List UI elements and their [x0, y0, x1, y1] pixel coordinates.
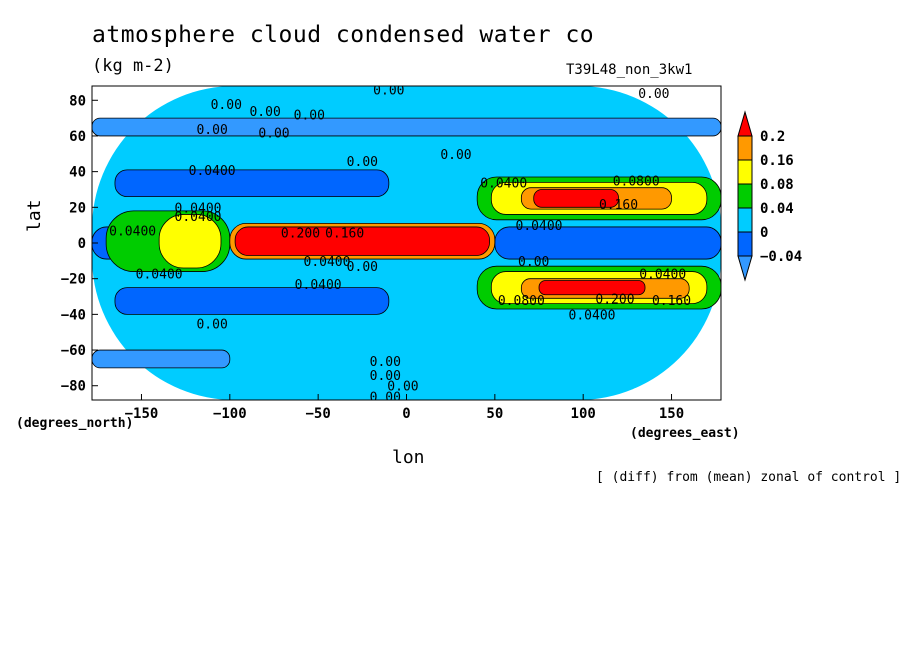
- contour-label-19: 0.0400: [304, 255, 351, 270]
- y-tick-label-0: 80: [69, 93, 86, 109]
- region-17: [533, 189, 619, 208]
- contour-label-26: 0.200: [595, 292, 634, 307]
- contour-label-22: 0.00: [518, 255, 549, 270]
- x-tick-label-0: −150: [125, 406, 159, 422]
- contour-label-15: 0.0800: [613, 175, 660, 190]
- x-tick-label-2: −50: [306, 406, 331, 422]
- x-axis-units: (degrees_east): [630, 426, 740, 441]
- contour-label-12: 0.0400: [109, 225, 156, 240]
- contour-label-5: 0.00: [258, 126, 289, 141]
- colorbar-label-4: 0: [760, 225, 768, 241]
- colorbar-top-arrow: [737, 110, 753, 137]
- contour-label-8: 0.00: [440, 148, 471, 163]
- footnote: [ (diff) from (mean) zonal of control ]: [596, 470, 902, 485]
- contour-label-7: 0.00: [347, 155, 378, 170]
- contour-label-33: 0.00: [370, 390, 401, 405]
- colorbar-segment-5: [737, 231, 753, 257]
- y-axis-ticks: 80 60 40 20 0 −20 −40 −60 −80: [61, 93, 98, 395]
- colorbar-label-3: 0.04: [760, 201, 794, 217]
- contour-label-0: 0.00: [373, 84, 404, 99]
- contour-label-25: 0.0800: [498, 294, 545, 309]
- y-tick-label-1: 60: [69, 129, 86, 145]
- contour-label-4: 0.00: [196, 123, 227, 138]
- contour-label-23: 0.0400: [639, 267, 686, 282]
- run-label: T39L48_non_3kw1: [566, 62, 693, 78]
- contour-label-13: 0.0400: [480, 176, 527, 191]
- x-axis-label: lon: [392, 447, 425, 468]
- contour-label-3: 0.00: [294, 109, 325, 124]
- x-tick-label-3: 0: [402, 406, 410, 422]
- contour-label-6: 0.00: [638, 87, 669, 102]
- contour-label-30: 0.00: [370, 355, 401, 370]
- y-tick-label-8: −80: [61, 379, 86, 395]
- region-1: [92, 349, 231, 369]
- colorbar-segment-1: [737, 135, 753, 161]
- region-4: [114, 287, 390, 315]
- contour-label-1: 0.00: [211, 98, 242, 113]
- region-18: [538, 280, 646, 296]
- x-tick-label-6: 150: [659, 406, 684, 422]
- contour-label-14: 0.0400: [516, 219, 563, 234]
- chart-units: (kg m-2): [92, 56, 174, 76]
- field-regions: [92, 86, 721, 400]
- colorbar-label-2: 0.08: [760, 177, 794, 193]
- y-tick-label-6: −40: [61, 307, 86, 323]
- contour-label-21: 0.0400: [136, 267, 183, 282]
- y-tick-label-4: 0: [78, 236, 86, 252]
- colorbar-label-0: 0.2: [760, 129, 785, 145]
- colorbar-segment-4: [737, 207, 753, 233]
- colorbar-label-1: 0.16: [760, 153, 794, 169]
- y-tick-label-2: 40: [69, 165, 86, 181]
- contour-label-20: 0.00: [347, 260, 378, 275]
- region-2: [92, 117, 721, 137]
- x-axis-ticks: −150 −100 −50 0 50 100 150: [125, 394, 684, 422]
- y-tick-label-7: −60: [61, 343, 86, 359]
- colorbar-segment-2: [737, 159, 753, 185]
- contour-label-31: 0.00: [370, 369, 401, 384]
- contour-label-27: 0.160: [652, 294, 691, 309]
- y-axis-units: (degrees_north): [16, 416, 134, 431]
- contour-label-32: 0.00: [387, 380, 418, 395]
- contour-label-2: 0.00: [249, 105, 280, 120]
- contour-label-18: 0.160: [325, 226, 364, 241]
- y-tick-label-5: −20: [61, 272, 86, 288]
- colorbar-bottom-arrow: [737, 255, 753, 282]
- region-3: [114, 169, 390, 198]
- colorbar-segment-3: [737, 183, 753, 209]
- x-tick-label-1: −100: [213, 406, 247, 422]
- contour-label-29: 0.00: [196, 317, 227, 332]
- colorbar-label-5: −0.04: [760, 249, 802, 265]
- contour-label-16: 0.160: [599, 198, 638, 213]
- x-tick-label-4: 50: [486, 406, 503, 422]
- contour-label-17: 0.200: [281, 226, 320, 241]
- region-12: [158, 214, 222, 269]
- contour-label-10: 0.0400: [175, 201, 222, 216]
- x-tick-label-5: 100: [571, 406, 596, 422]
- chart-title: atmosphere cloud condensed water co: [92, 22, 595, 48]
- region-16: [234, 226, 490, 256]
- y-tick-label-3: 20: [69, 200, 86, 216]
- contour-label-28: 0.0400: [569, 308, 616, 323]
- colorbar: 0.2 0.16 0.08 0.04 0 −0.04: [737, 110, 802, 282]
- contour-labels: 0.000.00 0.00 0.000.00 0.000.000.00 0.000.04…: [109, 84, 691, 405]
- contour-label-9: 0.0400: [189, 164, 236, 179]
- contour-label-24: 0.0400: [295, 278, 342, 293]
- contour-label-11: 0.0400: [175, 210, 222, 225]
